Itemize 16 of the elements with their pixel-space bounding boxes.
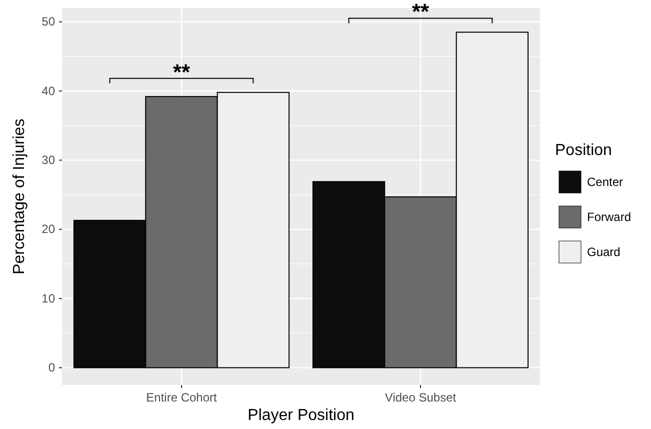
y-tick-label: 50 [42, 14, 56, 29]
annotation: ** [412, 0, 430, 24]
x-tick-label: Video Subset [384, 390, 457, 405]
legend-label: Center [587, 175, 624, 189]
legend-title: Position [555, 142, 612, 159]
annotation: ** [172, 59, 190, 84]
y-axis-title: Percentage of Injuries [11, 118, 28, 274]
x-tick-label: Entire Cohort [146, 390, 218, 405]
y-tick-label: 0 [48, 360, 56, 375]
y-tick-label: 10 [42, 291, 56, 306]
y-tick-label: 40 [42, 84, 56, 98]
y-tick-label: 20 [42, 222, 56, 236]
y-tick-label: 30 [42, 153, 56, 168]
legend-label: Guard [587, 245, 620, 259]
x-axis-title: Player Position [248, 407, 354, 424]
legend-label: Forward [587, 210, 632, 224]
